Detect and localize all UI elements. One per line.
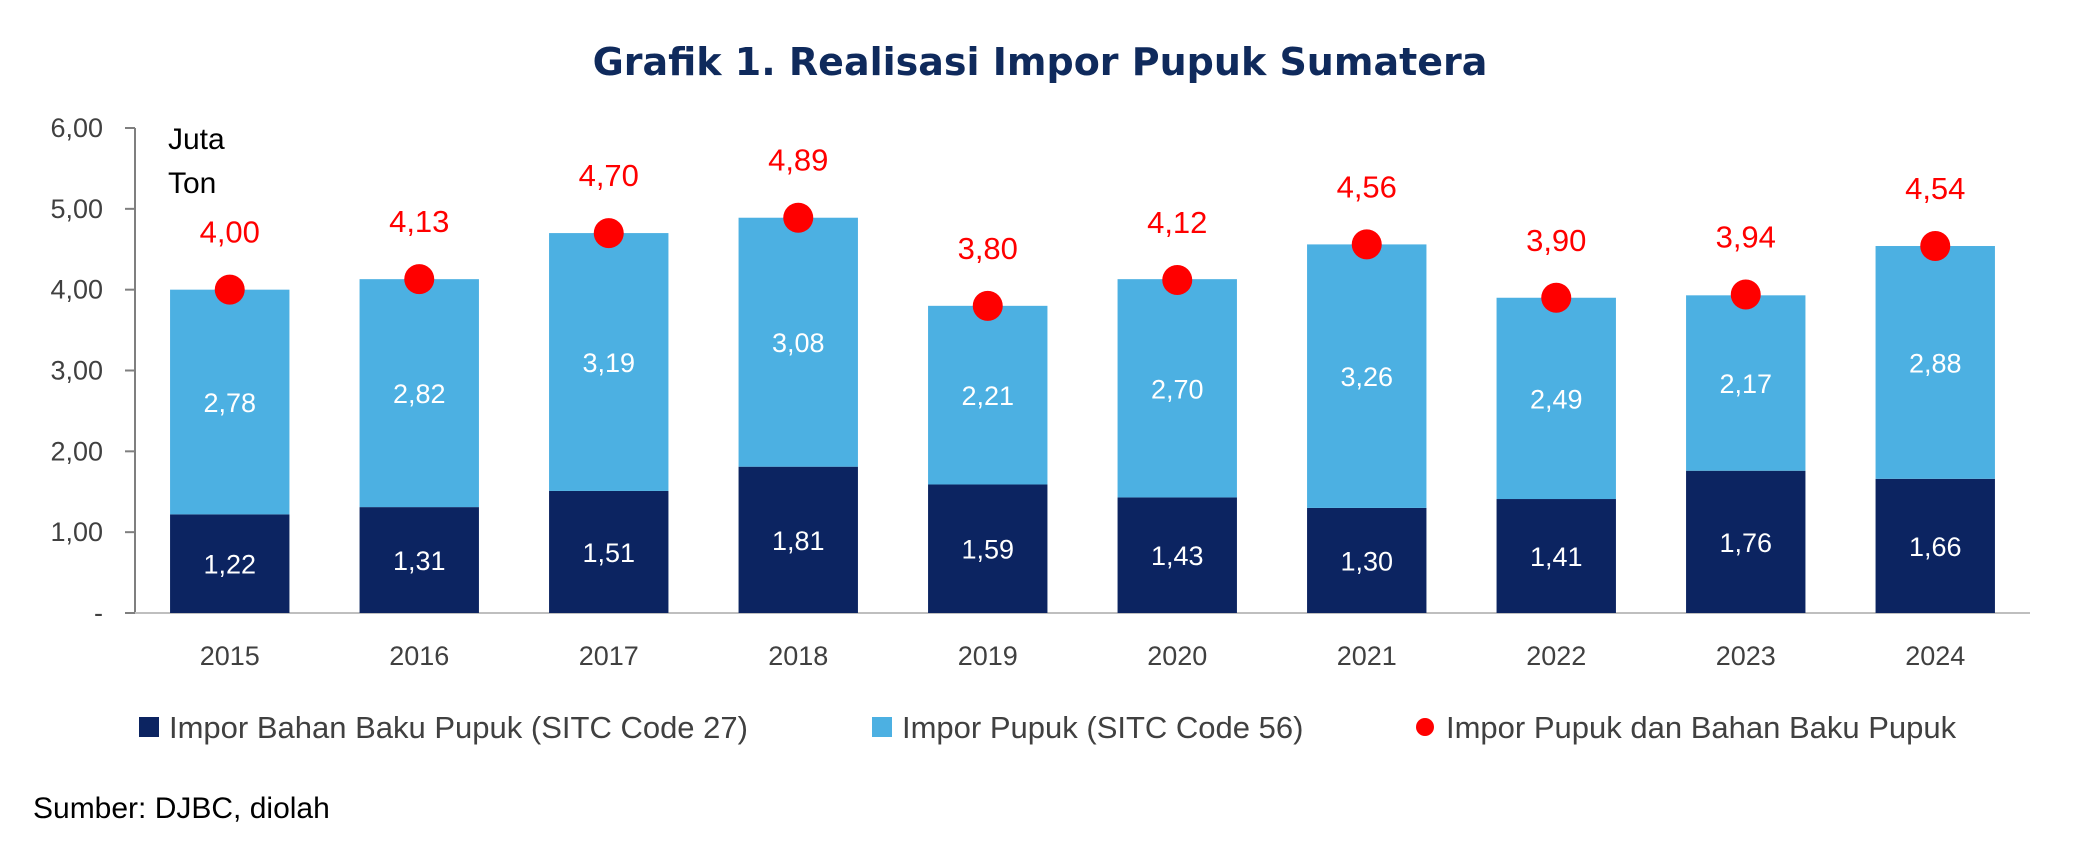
x-tick-label: 2021 [1337, 641, 1397, 671]
bar-segment-pupuk [928, 305, 1048, 485]
data-label-pupuk: 3,08 [772, 328, 825, 358]
data-label-total: 4,70 [579, 158, 639, 193]
axes: - 1,00 2,00 3,00 4,00 5,00 6,00 2015 2016 2017 201… [50, 113, 2030, 671]
data-label-bahan-baku: 1,43 [1151, 541, 1204, 571]
bar-segment-pupuk [1307, 244, 1427, 508]
x-tick-label: 2016 [389, 641, 449, 671]
x-tick-label: 2018 [768, 641, 828, 671]
total-point [1920, 231, 1951, 262]
data-label-total: 4,89 [768, 143, 828, 178]
bar-segment-bahan-baku [1496, 499, 1616, 613]
total-point [1730, 279, 1761, 310]
legend-marker-total [1416, 718, 1434, 736]
data-label-pupuk: 2,17 [1719, 369, 1772, 399]
y-tick-label: 1,00 [50, 517, 103, 547]
x-tick-label: 2023 [1716, 641, 1776, 671]
data-label-total: 4,54 [1905, 171, 1965, 206]
chart-title: Grafik 1. Realisasi Impor Pupuk Sumatera [593, 40, 1488, 84]
source-note: Sumber: DJBC, diolah [33, 792, 330, 825]
data-label-bahan-baku: 1,66 [1909, 532, 1962, 562]
legend-swatch-bahan-baku [139, 717, 159, 737]
data-label-total: 4,00 [200, 215, 260, 250]
y-tick-label: 5,00 [50, 194, 103, 224]
bar-segment-bahan-baku [928, 484, 1048, 613]
legend-swatch-pupuk [872, 717, 892, 737]
data-label-bahan-baku: 1,81 [772, 526, 825, 556]
x-tick-label: 2017 [579, 641, 639, 671]
total-point [1351, 229, 1382, 260]
bar-segment-pupuk [1117, 279, 1237, 498]
data-label-bahan-baku: 1,31 [393, 546, 446, 576]
y-tick-label: 2,00 [50, 436, 103, 466]
bar-segment-bahan-baku [1686, 470, 1806, 613]
data-label-pupuk: 2,49 [1530, 384, 1583, 414]
data-label-total: 3,90 [1526, 223, 1586, 258]
x-tick-label: 2022 [1526, 641, 1586, 671]
data-label-bahan-baku: 1,51 [582, 538, 635, 568]
bar-segment-bahan-baku [549, 490, 669, 613]
legend-label-bahan-baku: Impor Bahan Baku Pupuk (SITC Code 27) [169, 710, 748, 745]
total-points: 4,00 4,13 4,70 4,89 3,80 4,12 4,56 3,90 3,94 4,54 [200, 143, 1965, 321]
data-label-total: 4,56 [1337, 169, 1397, 204]
data-label-pupuk: 3,26 [1340, 362, 1393, 392]
legend: Impor Bahan Baku Pupuk (SITC Code 27) Imp… [139, 710, 1957, 745]
bars: 1,22 2,78 1,31 2,82 1,51 3,19 1,81 3,08 1,59 2,21… [170, 217, 1995, 613]
bar-segment-bahan-baku [738, 466, 858, 613]
data-label-pupuk: 2,78 [203, 388, 256, 418]
x-tick-label: 2015 [200, 641, 260, 671]
data-label-total: 4,12 [1147, 205, 1207, 240]
data-label-total: 3,80 [958, 231, 1018, 266]
x-tick-label: 2020 [1147, 641, 1207, 671]
bar-segment-pupuk [738, 217, 858, 467]
data-label-total: 3,94 [1716, 220, 1776, 255]
legend-label-pupuk: Impor Pupuk (SITC Code 56) [902, 710, 1303, 745]
bar-segment-bahan-baku [1875, 478, 1995, 613]
total-point [593, 218, 624, 249]
data-label-pupuk: 2,82 [393, 379, 446, 409]
total-point [783, 202, 814, 233]
y-tick-label: 6,00 [50, 113, 103, 143]
bar-segment-pupuk [1496, 297, 1616, 500]
data-label-pupuk: 3,19 [582, 348, 635, 378]
legend-label-total: Impor Pupuk dan Bahan Baku Pupuk [1446, 710, 1957, 745]
bar-segment-pupuk [549, 233, 669, 491]
y-tick-label: 3,00 [50, 356, 103, 386]
y-tick-label: 4,00 [50, 275, 103, 305]
bar-segment-bahan-baku [1117, 497, 1237, 613]
x-tick-label: 2019 [958, 641, 1018, 671]
y-tick-label: - [94, 598, 103, 628]
bar-segment-pupuk [170, 289, 290, 515]
bar-segment-bahan-baku [359, 507, 479, 613]
data-label-bahan-baku: 1,76 [1719, 528, 1772, 558]
x-tick-label: 2024 [1905, 641, 1965, 671]
data-label-bahan-baku: 1,59 [961, 535, 1014, 565]
bar-segment-pupuk [359, 279, 479, 508]
data-label-bahan-baku: 1,30 [1340, 546, 1393, 576]
bar-segment-bahan-baku [170, 514, 290, 613]
data-label-bahan-baku: 1,22 [203, 550, 256, 580]
data-label-bahan-baku: 1,41 [1530, 542, 1583, 572]
bar-segment-bahan-baku [1307, 507, 1427, 613]
total-point [404, 264, 435, 295]
data-label-total: 4,13 [389, 204, 449, 239]
total-point [1541, 282, 1572, 313]
total-point [1162, 264, 1193, 295]
bar-segment-pupuk [1875, 246, 1995, 479]
data-label-pupuk: 2,21 [961, 381, 1014, 411]
total-point [972, 290, 1003, 321]
total-point [214, 274, 245, 305]
bar-segment-pupuk [1686, 295, 1806, 471]
data-label-pupuk: 2,88 [1909, 348, 1962, 378]
unit-label-line-1: Juta [168, 123, 225, 156]
data-label-pupuk: 2,70 [1151, 374, 1204, 404]
unit-label-line-2: Ton [168, 167, 216, 200]
